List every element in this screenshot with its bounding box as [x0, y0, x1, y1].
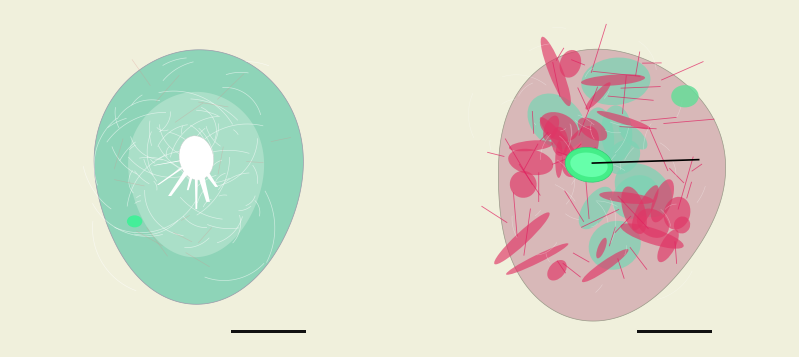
Ellipse shape	[637, 208, 669, 238]
Bar	[637, 330, 713, 333]
Bar	[231, 330, 306, 333]
Ellipse shape	[601, 105, 632, 161]
Polygon shape	[499, 49, 725, 321]
Ellipse shape	[664, 197, 690, 230]
Ellipse shape	[618, 123, 647, 150]
Polygon shape	[197, 164, 218, 187]
Ellipse shape	[551, 127, 568, 156]
Ellipse shape	[614, 164, 672, 217]
Ellipse shape	[650, 179, 674, 222]
Ellipse shape	[565, 147, 613, 182]
Ellipse shape	[582, 249, 629, 282]
Ellipse shape	[540, 117, 581, 166]
Ellipse shape	[612, 175, 658, 219]
Ellipse shape	[527, 94, 585, 149]
Ellipse shape	[578, 117, 607, 141]
Ellipse shape	[581, 74, 645, 86]
Ellipse shape	[671, 85, 698, 107]
Polygon shape	[128, 92, 264, 257]
Polygon shape	[195, 165, 198, 209]
Ellipse shape	[543, 116, 559, 141]
Ellipse shape	[547, 260, 566, 281]
Ellipse shape	[596, 238, 606, 258]
Ellipse shape	[582, 107, 614, 174]
Ellipse shape	[578, 187, 613, 229]
Polygon shape	[153, 159, 193, 165]
Ellipse shape	[621, 186, 647, 234]
Ellipse shape	[599, 192, 654, 204]
Ellipse shape	[510, 171, 537, 198]
Ellipse shape	[179, 136, 213, 180]
Ellipse shape	[494, 212, 550, 265]
Polygon shape	[194, 165, 210, 202]
Ellipse shape	[540, 112, 578, 141]
Ellipse shape	[621, 223, 684, 249]
Ellipse shape	[506, 243, 568, 275]
Ellipse shape	[606, 140, 640, 174]
Ellipse shape	[541, 37, 571, 106]
Ellipse shape	[559, 50, 581, 77]
Ellipse shape	[674, 216, 690, 233]
Polygon shape	[94, 50, 304, 304]
Polygon shape	[157, 162, 193, 185]
Ellipse shape	[586, 82, 610, 110]
Ellipse shape	[597, 111, 650, 129]
Ellipse shape	[562, 126, 599, 177]
Polygon shape	[168, 164, 196, 196]
Ellipse shape	[555, 141, 562, 178]
Ellipse shape	[508, 149, 553, 175]
Ellipse shape	[570, 152, 608, 177]
Ellipse shape	[658, 230, 679, 262]
Polygon shape	[187, 165, 197, 190]
Ellipse shape	[127, 215, 142, 227]
Ellipse shape	[589, 221, 641, 270]
Ellipse shape	[509, 140, 553, 151]
Ellipse shape	[632, 185, 658, 230]
Ellipse shape	[581, 57, 650, 105]
